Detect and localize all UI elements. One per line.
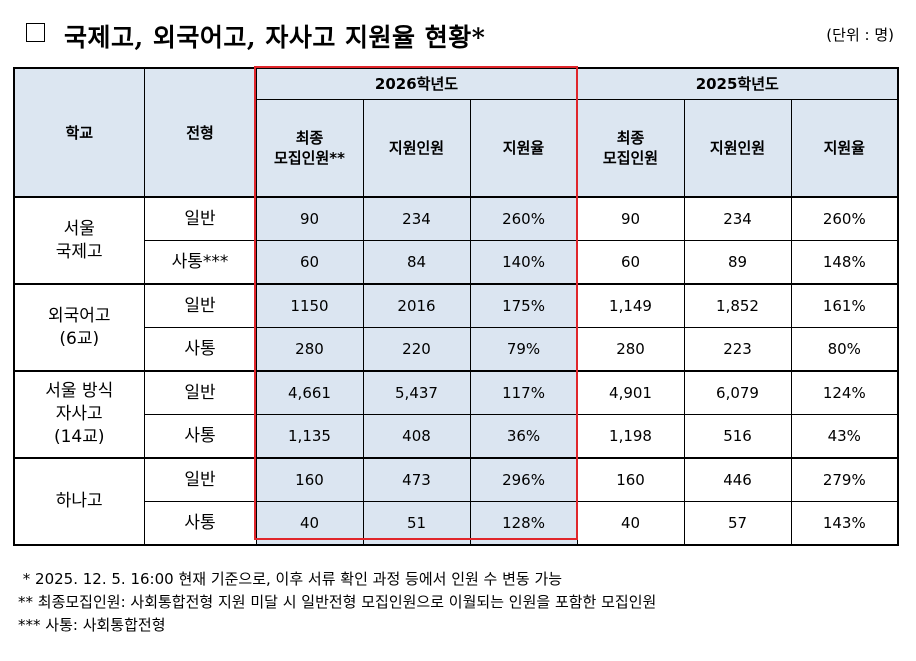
header-2025-applicants: 지원인원 — [683, 99, 792, 198]
value-2025-cell: 57 — [683, 501, 792, 546]
value-2025-cell: 89 — [683, 240, 792, 285]
type-cell: 일반 — [143, 283, 257, 328]
value-2026-cell: 51 — [362, 501, 471, 546]
unit-label: (단위 : 명) — [826, 26, 894, 44]
value-2026-cell: 40 — [255, 501, 364, 546]
value-2026-cell: 175% — [469, 283, 578, 328]
type-cell: 사통 — [143, 501, 257, 546]
value-2026-cell: 1150 — [255, 283, 364, 328]
value-2026-cell: 473 — [362, 457, 471, 502]
table-row: 하나고 일반 160 473 296% 160 446 279% — [13, 457, 900, 546]
table-row: 서울 국제고 일반 90 234 260% 90 234 260% — [13, 196, 900, 285]
value-2025-cell: 279% — [790, 457, 900, 502]
type-cell: 사통 — [143, 414, 257, 459]
value-2026-cell: 36% — [469, 414, 578, 459]
value-2026-cell: 160 — [255, 457, 364, 502]
type-cell: 사통 — [143, 327, 257, 372]
footnote: * 2025. 12. 5. 16:00 현재 기준으로, 이후 서류 확인 과… — [18, 570, 563, 588]
footnotes: * 2025. 12. 5. 16:00 현재 기준으로, 이후 서류 확인 과… — [18, 568, 656, 637]
header-type: 전형 — [143, 67, 257, 198]
value-2026-cell: 2016 — [362, 283, 471, 328]
school-cell: 서울 국제고 — [13, 196, 145, 285]
value-2025-cell: 160 — [576, 457, 685, 502]
value-2026-cell: 4,661 — [255, 370, 364, 415]
footnote: *** 사통: 사회통합전형 — [18, 616, 166, 634]
value-2025-cell: 124% — [790, 370, 900, 415]
value-2026-cell: 280 — [255, 327, 364, 372]
header-year-2026: 2026학년도 — [255, 67, 578, 100]
value-2026-cell: 84 — [362, 240, 471, 285]
value-2025-cell: 1,852 — [683, 283, 792, 328]
value-2025-cell: 40 — [576, 501, 685, 546]
value-2025-cell: 80% — [790, 327, 900, 372]
value-2026-cell: 408 — [362, 414, 471, 459]
value-2025-cell: 161% — [790, 283, 900, 328]
value-2025-cell: 148% — [790, 240, 900, 285]
value-2025-cell: 516 — [683, 414, 792, 459]
table-row: 서울 방식 자사고 (14교) 일반 4,661 5,437 117% 4,901 6,07… — [13, 370, 900, 459]
value-2025-cell: 446 — [683, 457, 792, 502]
value-2026-cell: 296% — [469, 457, 578, 502]
value-2026-cell: 5,437 — [362, 370, 471, 415]
page-title: 국제고, 외국어고, 자사고 지원율 현황* — [64, 23, 486, 52]
type-cell: 일반 — [143, 457, 257, 502]
value-2026-cell: 260% — [469, 196, 578, 241]
checkbox-icon — [26, 23, 45, 42]
type-cell: 일반 — [143, 196, 257, 241]
value-2025-cell: 1,198 — [576, 414, 685, 459]
value-2026-cell: 1,135 — [255, 414, 364, 459]
table-row: 사통 280 220 79% 280 223 80% — [14, 327, 900, 372]
school-cell: 하나고 — [13, 457, 145, 546]
value-2025-cell: 43% — [790, 414, 900, 459]
type-cell: 일반 — [143, 370, 257, 415]
header-2026-applicants: 지원인원 — [362, 99, 471, 198]
type-cell: 사통*** — [143, 240, 257, 285]
footnote: ** 최종모집인원: 사회통합전형 지원 미달 시 일반전형 모집인원으로 이월… — [18, 593, 657, 611]
header-2026-quota: 최종 모집인원** — [255, 99, 364, 198]
school-cell: 서울 방식 자사고 (14교) — [13, 370, 145, 459]
application-rate-table: 학교 전형 2026학년도 2025학년도 최종 모집인원** 지원인원 지원율… — [13, 67, 900, 546]
table-row: 사통 1,135 408 36% 1,198 516 43% — [14, 414, 900, 459]
school-cell: 외국어고 (6교) — [13, 283, 145, 372]
header-2025-quota: 최종 모집인원 — [576, 99, 685, 198]
table-row: 사통 40 51 128% 40 57 143% — [14, 501, 900, 546]
header-year-2025: 2025학년도 — [576, 67, 900, 100]
value-2026-cell: 60 — [255, 240, 364, 285]
value-2025-cell: 1,149 — [576, 283, 685, 328]
value-2026-cell: 117% — [469, 370, 578, 415]
value-2026-cell: 79% — [469, 327, 578, 372]
value-2026-cell: 234 — [362, 196, 471, 241]
value-2025-cell: 90 — [576, 196, 685, 241]
value-2025-cell: 223 — [683, 327, 792, 372]
table-row: 사통*** 60 84 140% 60 89 148% — [14, 240, 900, 285]
table-row: 외국어고 (6교) 일반 1150 2016 175% 1,149 1,852 161% — [13, 283, 900, 372]
value-2026-cell: 90 — [255, 196, 364, 241]
value-2026-cell: 128% — [469, 501, 578, 546]
header-2025-rate: 지원율 — [790, 99, 900, 198]
value-2025-cell: 6,079 — [683, 370, 792, 415]
header-school: 학교 — [13, 67, 145, 198]
value-2026-cell: 140% — [469, 240, 578, 285]
value-2025-cell: 143% — [790, 501, 900, 546]
value-2026-cell: 220 — [362, 327, 471, 372]
title-row: 국제고, 외국어고, 자사고 지원율 현황* (단위 : 명) — [26, 18, 896, 52]
value-2025-cell: 260% — [790, 196, 900, 241]
value-2025-cell: 234 — [683, 196, 792, 241]
header-2026-rate: 지원율 — [469, 99, 578, 198]
value-2025-cell: 280 — [576, 327, 685, 372]
value-2025-cell: 4,901 — [576, 370, 685, 415]
value-2025-cell: 60 — [576, 240, 685, 285]
